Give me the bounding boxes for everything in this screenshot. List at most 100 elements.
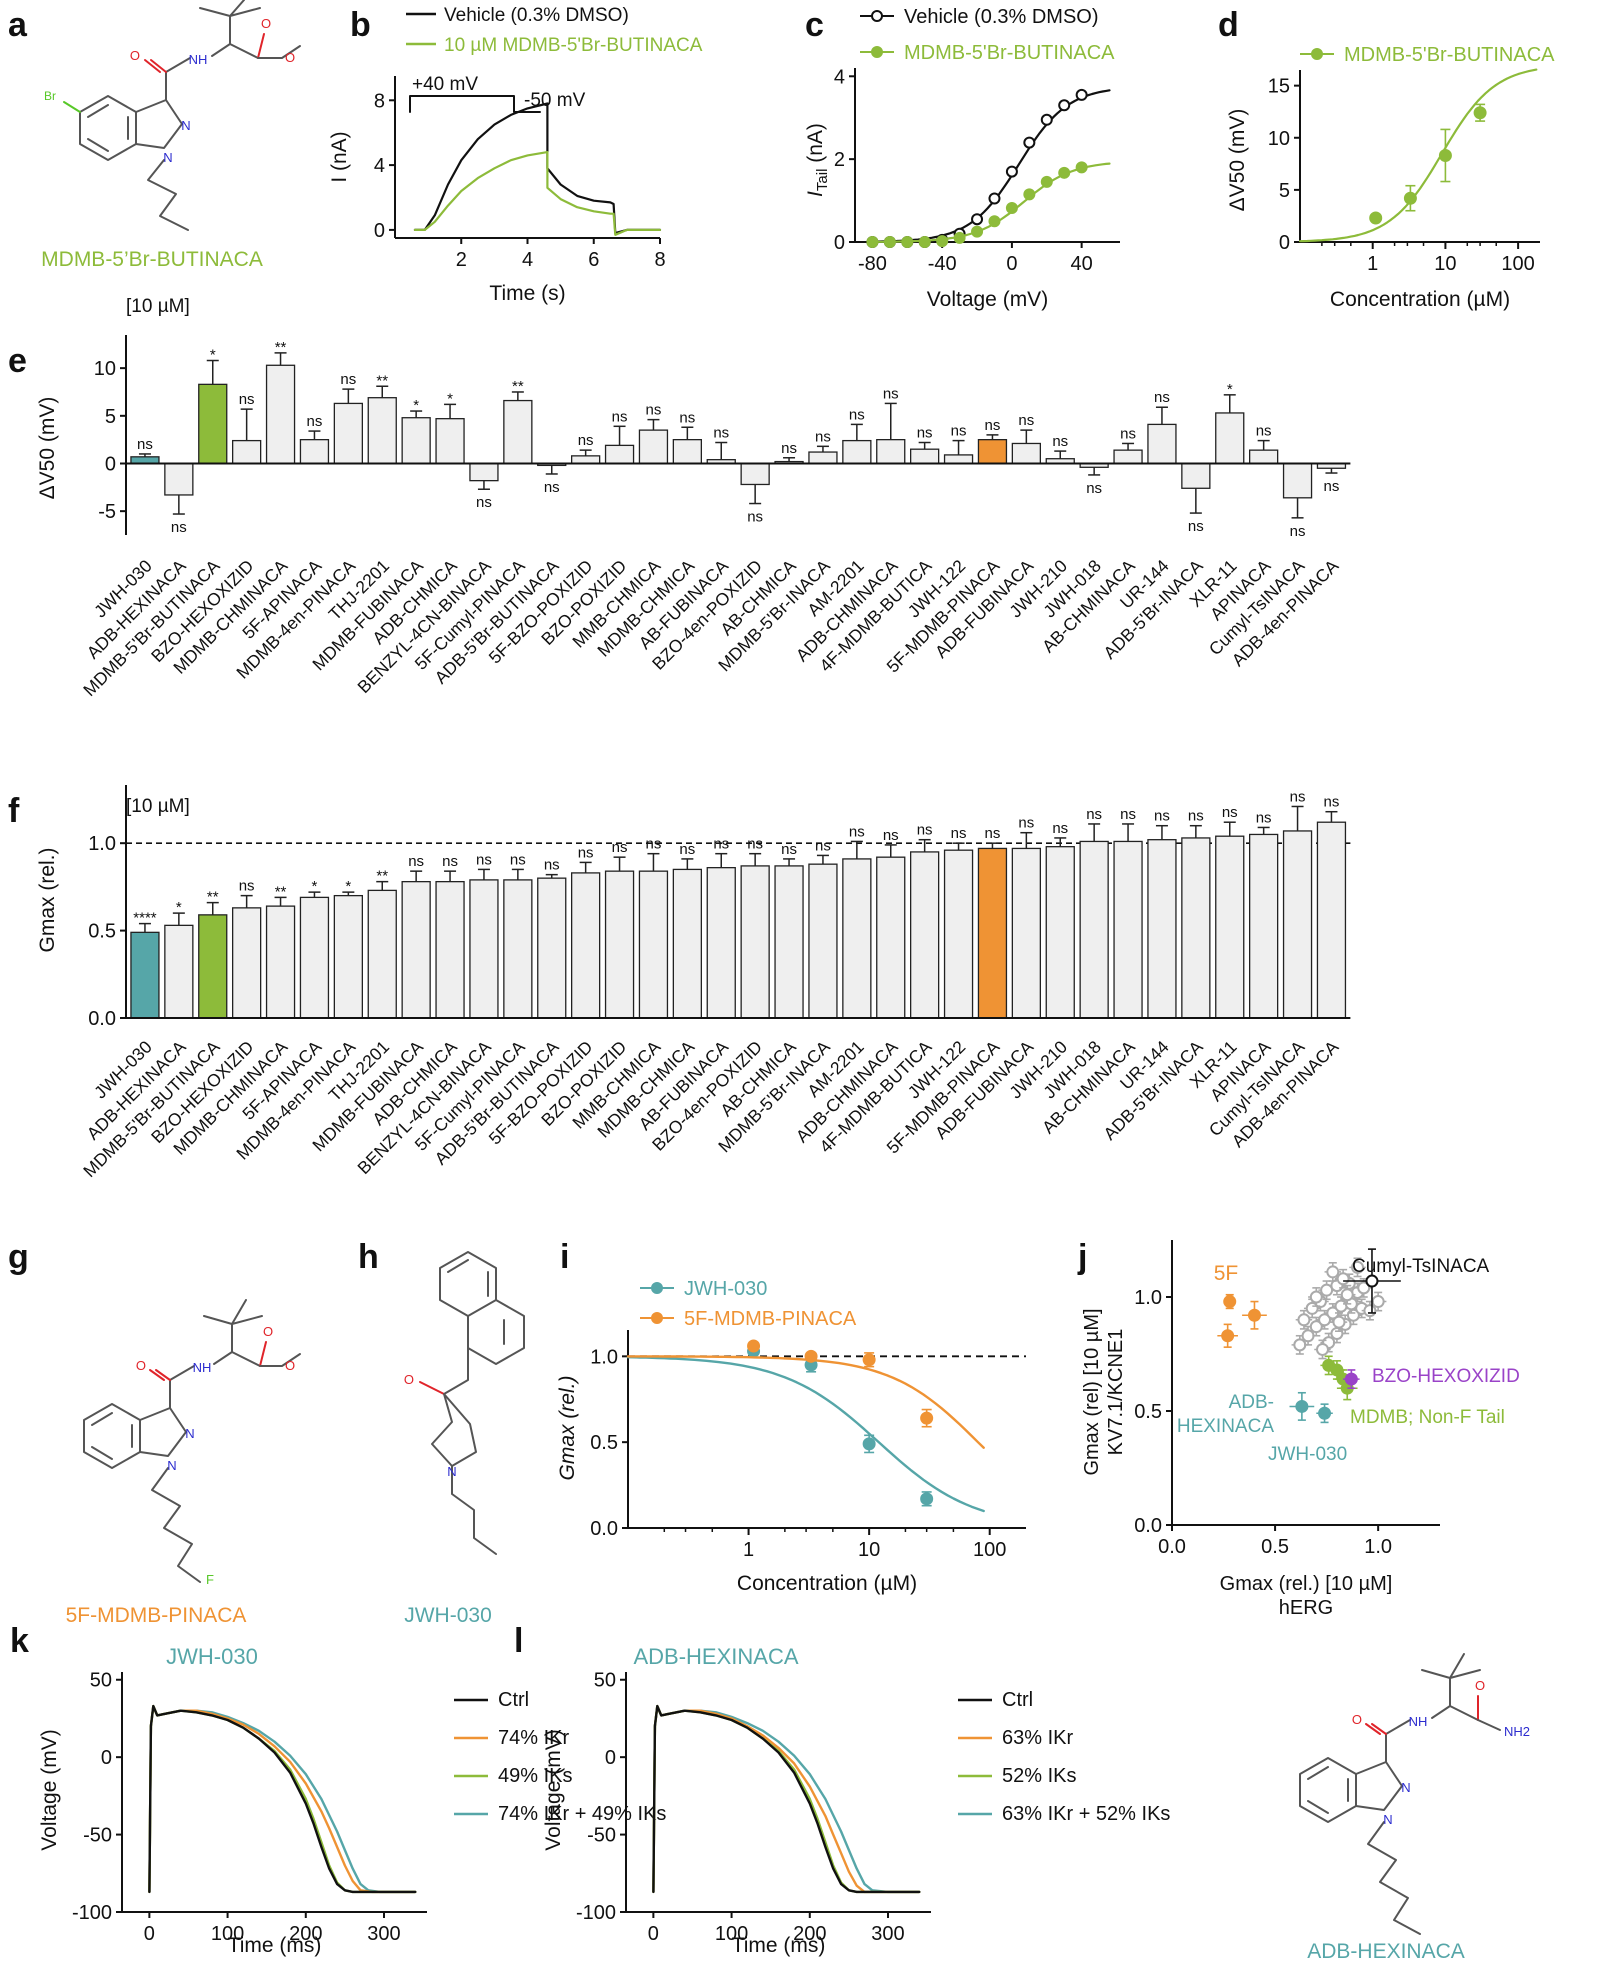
data-point [1365,1274,1379,1288]
y-tick-label: 0 [834,232,845,254]
data-point [747,1339,761,1353]
data-point [1075,161,1088,174]
data-point [1301,1329,1315,1343]
significance-label: ns [1222,804,1238,821]
y-tick-label: 0 [374,220,385,242]
bar-f [706,867,736,1019]
significance-label: ** [512,378,524,395]
label-jwh: JWH-030 [1268,1444,1347,1465]
panel-letter-h: h [358,1238,379,1276]
chart-title: JWH-030 [166,1644,258,1669]
carbonyl-bond [1365,1723,1387,1735]
panel-letter-g: g [8,1238,29,1276]
x-tick-label: 4 [522,249,533,271]
legend-label: 52% IKs [1002,1765,1076,1787]
amide-nh: NH [1409,1714,1428,1729]
significance-label: ns [646,836,662,853]
x-tick-label: 1 [743,1539,754,1561]
primary-amide [1477,1719,1501,1731]
data-point [883,236,896,248]
y-label-sub: Tail [814,169,831,192]
significance-label: **** [133,910,157,927]
data-point [1309,1320,1323,1334]
bar-e [876,439,906,465]
legend-jwh: JWH-030 [684,1278,767,1300]
significance-label: ns [476,851,492,868]
panel-letter-j: j [1077,1238,1087,1276]
butyl-tail [147,159,189,231]
compound-label-l: ADB-HEXINACA [1307,1940,1465,1962]
y-tick-label: -5 [98,501,116,523]
hexyl-tail [1367,1821,1421,1935]
y-tick-label: -100 [72,1902,112,1924]
data-point [901,236,914,248]
tert-butyl-chain [203,1299,263,1367]
data-point [1332,1315,1346,1329]
oxygen-atom: O [136,1358,146,1373]
ap-trace-2 [652,1704,921,1894]
x-axis-label: Time (s) [489,282,565,305]
bar-f [672,868,702,1019]
x-tick-label: 100 [1501,253,1534,275]
significance-label: ns [544,479,560,496]
data-point [1336,1272,1350,1286]
ap-trace-2 [148,1704,417,1894]
data-point [953,231,966,244]
ap-trace-3 [652,1704,921,1894]
bar-f [198,914,228,1019]
x-tick-label: -40 [928,253,957,275]
y-tick-label: 0.5 [1134,1401,1162,1423]
significance-label: ns [883,385,899,402]
x-axis-label-1: Gmax (rel.) [10 µM] [1220,1573,1393,1595]
significance-label: ns [747,836,763,853]
legend-vehicle: Vehicle (0.3% DMSO) [444,5,629,26]
structure-adb-hexinaca: O NH O NH2 N N [1299,1653,1530,1935]
significance-label: ns [679,841,695,858]
significance-label: ns [917,425,933,442]
legend-label: 63% IKr [1002,1727,1073,1749]
bar-f [1249,833,1279,1019]
significance-label: ns [239,391,255,408]
legend-label: Ctrl [1002,1689,1033,1711]
significance-label: * [447,390,453,407]
y-tick-label: 50 [594,1670,616,1692]
chart-panel-d: 0 5 10 15 1 10 100 ΔV50 (mV) Concentration (µM) M… [1226,44,1555,311]
significance-label: ns [951,423,967,440]
data-point [1344,1372,1358,1386]
bar-e [503,399,533,465]
legend-drug: 10 µM MDMB-5'Br-BUTINACA [444,35,703,56]
data-point [1369,211,1383,225]
significance-label: ns [713,836,729,853]
legend-drug: MDMB-5'Br-BUTINACA [904,42,1115,64]
bar-f [1181,837,1211,1019]
significance-label: ** [376,372,388,389]
data-point [1005,165,1018,178]
data-point [918,236,931,248]
significance-label: ** [376,868,388,885]
bar-f [435,880,465,1019]
bar-e [1215,412,1245,465]
chart-title: ADB-HEXINACA [633,1644,798,1669]
data-point [971,213,984,226]
x-axis-label: Concentration (µM) [737,1572,917,1595]
significance-label: ns [815,428,831,445]
bar-e [977,439,1008,465]
bar-e [1011,442,1041,465]
chart-panel-f: 0.00.51.0[10 µM]Gmax (rel.) ****JWH-030*A… [36,785,1351,1181]
bar-e [740,462,770,486]
x-axis-label: Voltage (mV) [927,288,1048,311]
significance-label: * [345,878,351,895]
data-point [988,215,1001,228]
bromine-atom: Br [44,89,56,103]
bar-f [1011,847,1041,1019]
y-tick-label: 0 [105,453,116,475]
y-tick-label: -100 [576,1902,616,1924]
y-tick-label: 2 [834,149,845,171]
chart-panel-i: 0.0 0.5 1.0 1 10 100 Gmax (rel.) Concentration … [556,1278,1026,1595]
significance-label: ns [951,825,967,842]
oxygen-atom: O [404,1372,414,1387]
x-tick-label: 200 [289,1923,322,1945]
amide-nh: NH [193,1360,212,1375]
bar-f [740,865,770,1019]
significance-label: ns [646,402,662,419]
